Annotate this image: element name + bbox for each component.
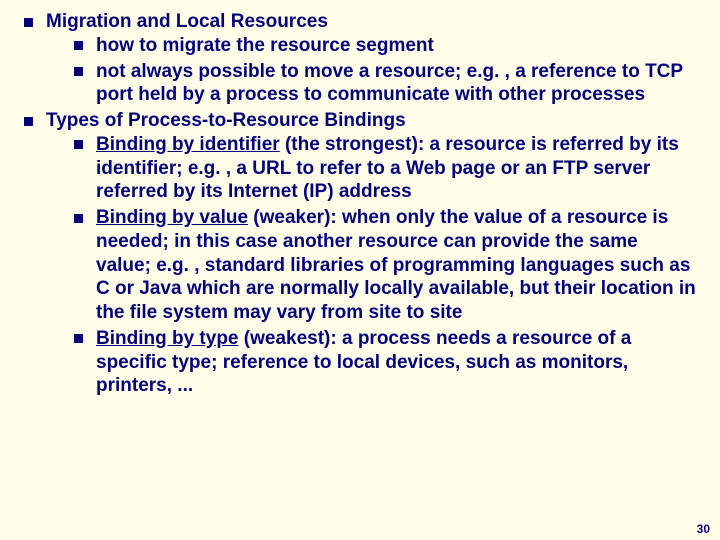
list-item: how to migrate the resource segment	[74, 34, 696, 58]
binding-type-lead: Binding by type	[96, 328, 239, 349]
page-number: 30	[697, 522, 710, 536]
list-item: Binding by type (weakest): a process nee…	[74, 327, 696, 398]
item-text: how to migrate the resource segment	[96, 35, 434, 56]
list-item: not always possible to move a resource; …	[74, 60, 696, 108]
section-title: Types of Process-to-Resource Bindings Bi…	[24, 109, 696, 398]
section2-sublist: Binding by identifier (the strongest): a…	[46, 133, 696, 398]
section1-title-text: Migration and Local Resources	[46, 11, 328, 32]
section1-sublist: how to migrate the resource segment not …	[46, 34, 696, 107]
list-item: Binding by identifier (the strongest): a…	[74, 133, 696, 204]
binding-value-lead: Binding by value	[96, 207, 248, 228]
slide: Migration and Local Resources how to mig…	[0, 0, 720, 540]
bullet-list: Migration and Local Resources how to mig…	[24, 10, 696, 398]
list-item: Binding by value (weaker): when only the…	[74, 206, 696, 325]
section2-title-text: Types of Process-to-Resource Bindings	[46, 110, 406, 131]
section-title: Migration and Local Resources how to mig…	[24, 10, 696, 107]
binding-identifier-lead: Binding by identifier	[96, 134, 280, 155]
item-text: not always possible to move a resource; …	[96, 61, 683, 106]
